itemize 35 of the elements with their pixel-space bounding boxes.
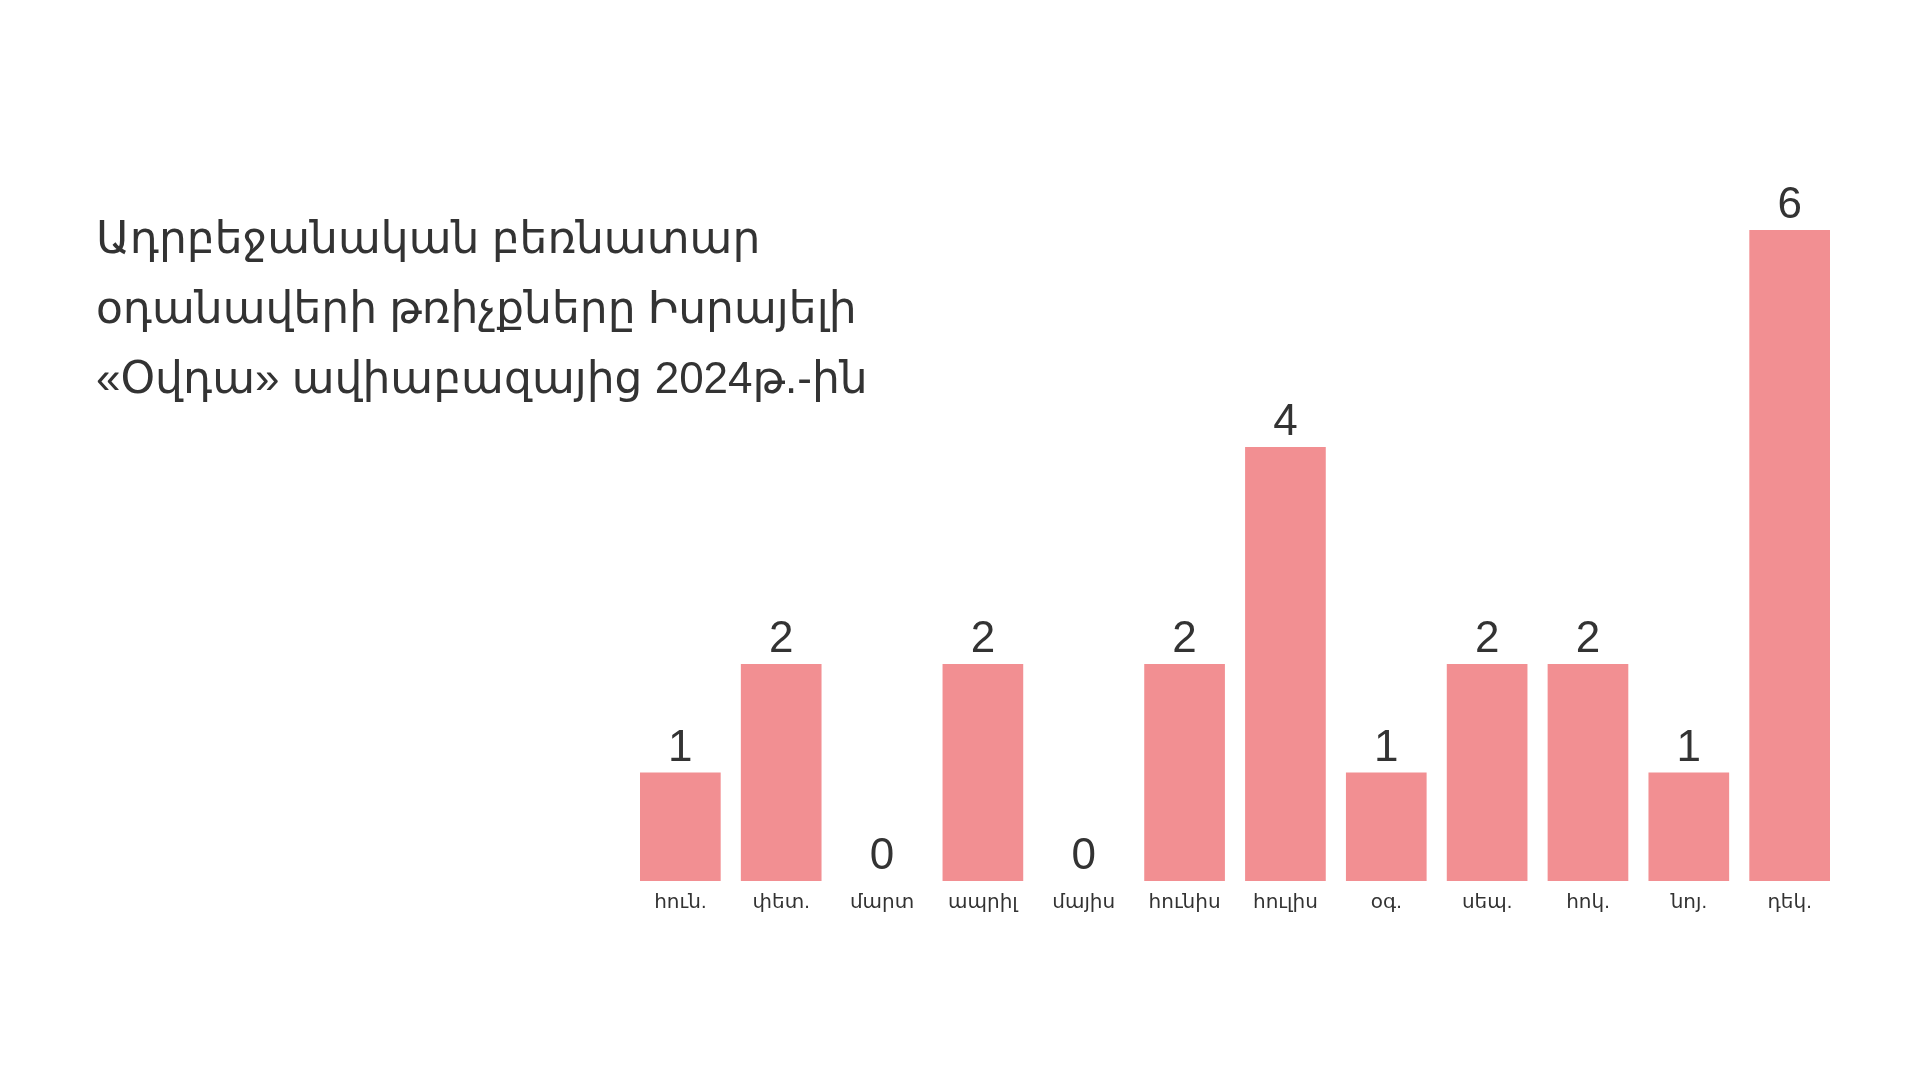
x-tick-label: սեպ. bbox=[1461, 890, 1513, 912]
bar bbox=[1547, 664, 1629, 881]
data-label: 1 bbox=[1676, 720, 1702, 770]
bar bbox=[640, 772, 721, 881]
data-label: 2 bbox=[1474, 612, 1500, 661]
data-label: 1 bbox=[1374, 720, 1399, 770]
x-tick-label: մայիս bbox=[1052, 890, 1116, 912]
x-tick-label: հոկ. bbox=[1566, 890, 1610, 912]
x-tick-label: հուն. bbox=[654, 890, 707, 912]
text: Ադրբեջանական բեռնատար օդանավերի թռիչքները Իսրայելի «Օվդա» ավիաբազայից 2024թ.-ին bbox=[96, 213, 868, 402]
x-tick-label: օգ. bbox=[1370, 890, 1402, 912]
data-label: 1 bbox=[668, 720, 693, 770]
data-label: 2 bbox=[768, 612, 794, 661]
bar bbox=[740, 664, 822, 881]
bar bbox=[942, 664, 1024, 881]
data-label: 6 bbox=[1777, 178, 1802, 227]
x-tick-label: ապրիլ bbox=[948, 890, 1020, 912]
x-tick-label: փետ. bbox=[752, 890, 810, 912]
data-label: 2 bbox=[1575, 612, 1601, 661]
bar bbox=[1144, 664, 1225, 881]
x-tick-label: հունիս bbox=[1148, 890, 1221, 912]
data-label: 0 bbox=[1071, 829, 1096, 878]
x-tick-label: հուլիս bbox=[1253, 890, 1318, 912]
data-label: 4 bbox=[1273, 395, 1298, 444]
data-label: 2 bbox=[970, 612, 996, 661]
bar bbox=[1345, 772, 1427, 881]
bar bbox=[1446, 664, 1528, 881]
data-label: 0 bbox=[869, 829, 895, 878]
x-tick-label: մարտ bbox=[849, 890, 915, 912]
data-label: 2 bbox=[1172, 612, 1197, 661]
bar bbox=[1245, 447, 1326, 881]
x-tick-label: դեկ. bbox=[1767, 890, 1812, 912]
x-tick-label: նոյ. bbox=[1669, 890, 1707, 912]
bar bbox=[1749, 230, 1830, 881]
bar bbox=[1648, 772, 1730, 881]
